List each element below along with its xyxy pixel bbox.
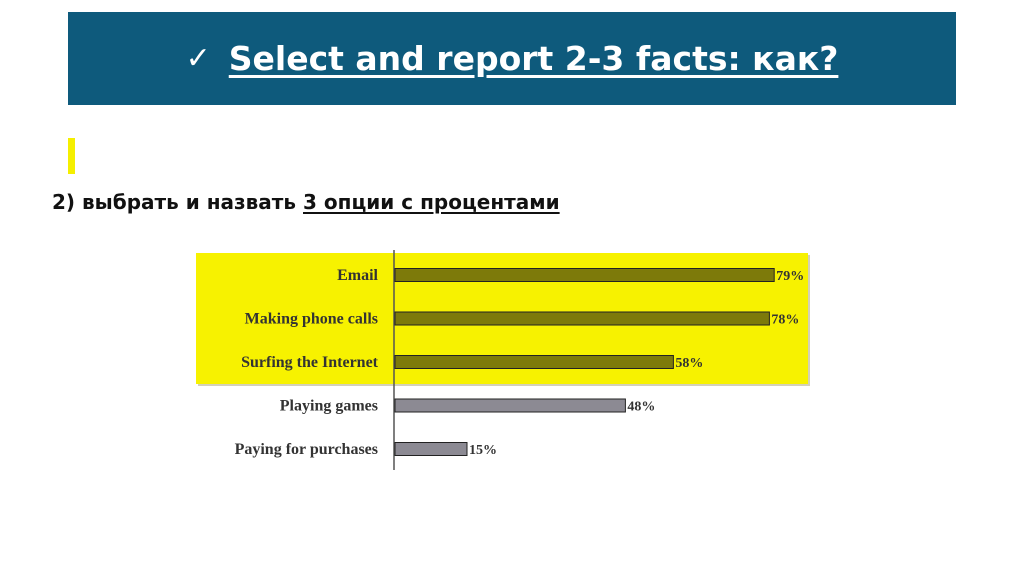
value-label: 15%: [469, 443, 497, 458]
category-label: Email: [337, 267, 378, 284]
title-text: Select and report 2-3 facts: как?: [228, 39, 839, 78]
instruction-emphasis: 3 опции с процентами: [303, 190, 560, 214]
category-label: Making phone calls: [245, 311, 378, 328]
value-label: 58%: [675, 356, 703, 371]
category-label: Playing games: [280, 398, 378, 415]
value-label: 79%: [776, 269, 804, 284]
check-icon: ✓: [185, 41, 211, 76]
instruction-text: 2) выбрать и назвать 3 опции с процентам…: [52, 190, 560, 214]
instruction-prefix: 2) выбрать и назвать: [52, 190, 304, 214]
bar: [394, 268, 775, 282]
page-title: ✓ Select and report 2-3 facts: как?: [68, 12, 956, 105]
chart-svg: Email 79% Making phone calls 78% Surfing the…: [196, 250, 810, 470]
value-label: 78%: [771, 313, 799, 328]
category-label: Paying for purchases: [235, 441, 378, 458]
value-label: 48%: [627, 400, 655, 415]
bar: [394, 311, 770, 326]
bar: [394, 355, 674, 369]
bar: [394, 398, 626, 413]
yellow-marker: [68, 138, 75, 174]
usage-bar-chart: Email 79% Making phone calls 78% Surfing the…: [190, 248, 820, 478]
header-banner: ✓ Select and report 2-3 facts: как?: [68, 12, 956, 105]
category-label: Surfing the Internet: [241, 354, 379, 371]
bar: [394, 442, 468, 456]
